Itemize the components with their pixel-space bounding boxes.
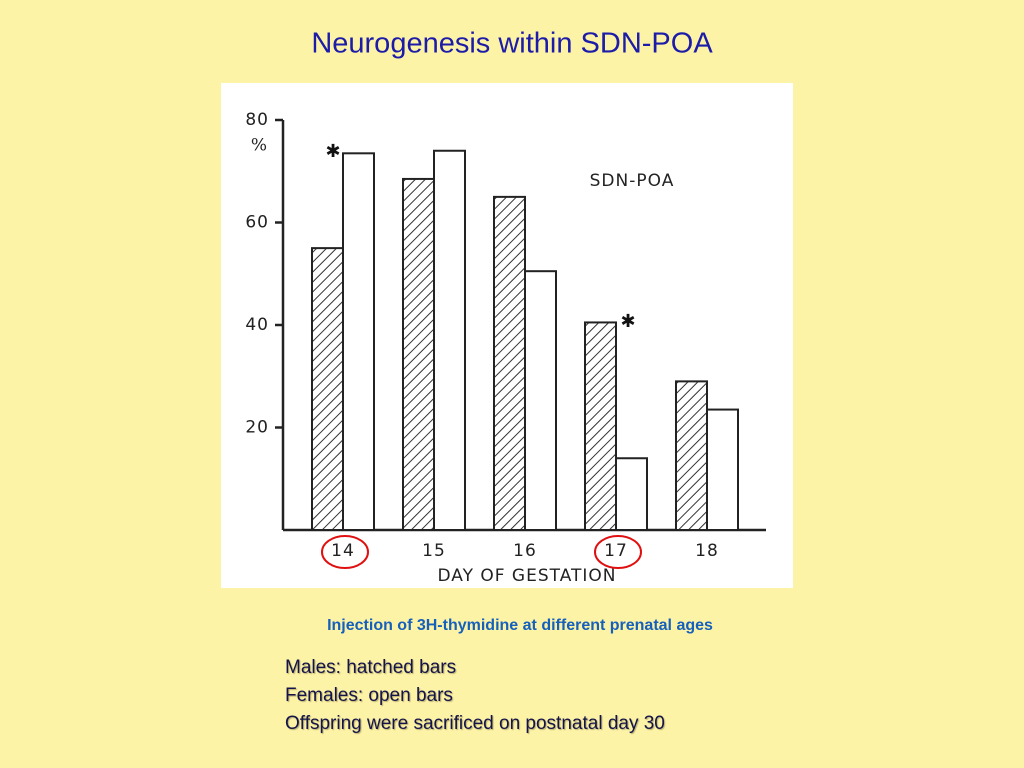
bar bbox=[615, 457, 648, 531]
notes: Males: hatched bars Females: open bars O… bbox=[285, 657, 665, 734]
bar bbox=[706, 408, 739, 531]
y-axis-label: % bbox=[251, 136, 267, 156]
bar bbox=[524, 270, 557, 531]
highlight-circle bbox=[594, 535, 642, 569]
y-tick-label: 20 bbox=[245, 418, 269, 438]
x-tick-label: 16 bbox=[513, 541, 537, 561]
bar bbox=[675, 380, 708, 531]
plot: 20 40 60 80% SDN-POA DAY OF GESTATION 14 15 16 17… bbox=[245, 110, 766, 586]
bar bbox=[402, 177, 435, 531]
slide-title: Neurogenesis within SDN-POA bbox=[311, 28, 713, 60]
note: Males: hatched bars bbox=[285, 657, 456, 678]
significance-marker: ✱ bbox=[620, 311, 635, 331]
bar bbox=[342, 152, 375, 531]
x-tick-label: 18 bbox=[695, 541, 719, 561]
bar bbox=[433, 149, 466, 531]
significance-marker: ✱ bbox=[325, 141, 340, 161]
caption: Injection of 3H-thymidine at different p… bbox=[327, 617, 713, 634]
y-tick-label: 40 bbox=[245, 315, 269, 335]
note: Offspring were sacrificed on postnatal d… bbox=[285, 713, 665, 734]
y-tick-label: 60 bbox=[245, 213, 269, 233]
bar bbox=[493, 195, 526, 531]
x-tick-label: 17 bbox=[604, 541, 628, 561]
inset-label: SDN-POA bbox=[590, 171, 675, 191]
bar bbox=[311, 247, 344, 531]
x-axis-label: DAY OF GESTATION bbox=[437, 566, 616, 586]
y-tick-label: 80 bbox=[245, 110, 269, 130]
note: Females: open bars bbox=[285, 685, 453, 706]
x-tick-label: 15 bbox=[422, 541, 446, 561]
x-tick-label: 14 bbox=[331, 541, 355, 561]
highlight-circle bbox=[321, 535, 369, 569]
bar bbox=[584, 321, 617, 531]
